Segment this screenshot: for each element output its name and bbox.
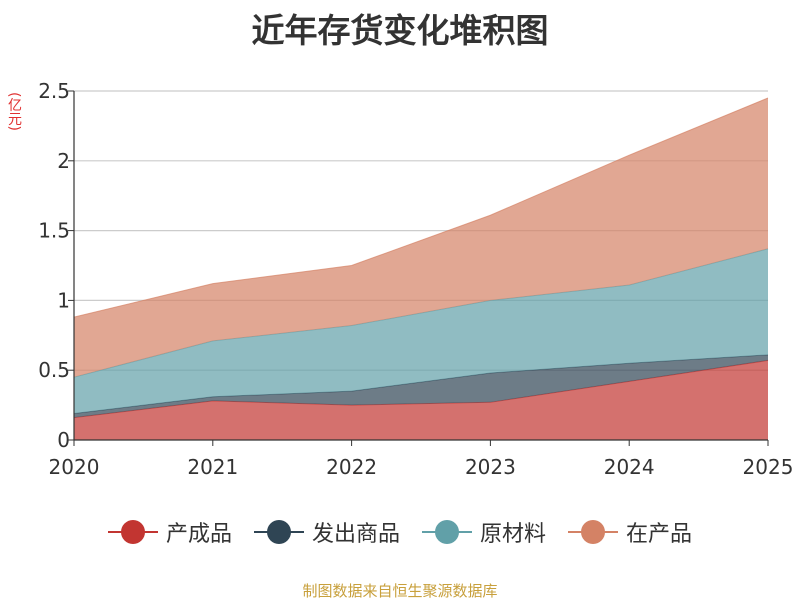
x-tick-label: 2024 (604, 455, 655, 479)
x-tick-label: 2020 (49, 455, 100, 479)
legend-item[interactable]: 原材料 (422, 516, 546, 548)
legend-swatch (422, 519, 472, 545)
area-series-在产品 (74, 97, 768, 378)
y-tick-label: 0 (57, 428, 70, 452)
area-series-edge-在产品 (73, 97, 769, 318)
axes (73, 91, 769, 446)
source-note: 制图数据来自恒生聚源数据库 (302, 582, 498, 600)
x-tick-label: 2022 (326, 455, 377, 479)
area-series-layer (73, 97, 769, 440)
y-axis-unit-label: (亿元) (6, 92, 22, 131)
area-series-原材料 (74, 248, 768, 414)
legend-label: 产成品 (165, 522, 232, 547)
y-tick-label: 1.5 (38, 219, 70, 243)
x-tick-label: 2021 (187, 455, 238, 479)
y-tick-label: 0.5 (38, 358, 70, 382)
y-tick-label: 1 (57, 288, 70, 312)
legend-item[interactable]: 发出商品 (253, 516, 400, 548)
legend-label: 发出商品 (311, 522, 400, 547)
legend-swatch (253, 519, 304, 545)
legend-label: 原材料 (480, 522, 547, 547)
legend-item[interactable]: 在产品 (568, 516, 692, 548)
legend-item[interactable]: 产成品 (107, 516, 232, 548)
y-tick-label: 2 (57, 149, 70, 173)
y-tick-label: 2.5 (38, 79, 70, 103)
legend-label: 在产品 (626, 522, 693, 547)
x-tick-label: 2023 (465, 455, 516, 479)
area-series-产成品 (74, 360, 768, 440)
x-tick-label: 2025 (743, 455, 794, 479)
legend: 产成品 发出商品 原材料 在产品 (0, 516, 800, 548)
chart-title: 近年存货变化堆积图 (251, 11, 549, 50)
area-series-发出商品 (74, 354, 768, 418)
tick-labels: 0 0.5 1 1.5 2 2.5 2020 2021 2022 2023 2024 2025 (38, 79, 793, 479)
legend-swatch (107, 519, 158, 545)
legend-swatch (568, 519, 619, 545)
